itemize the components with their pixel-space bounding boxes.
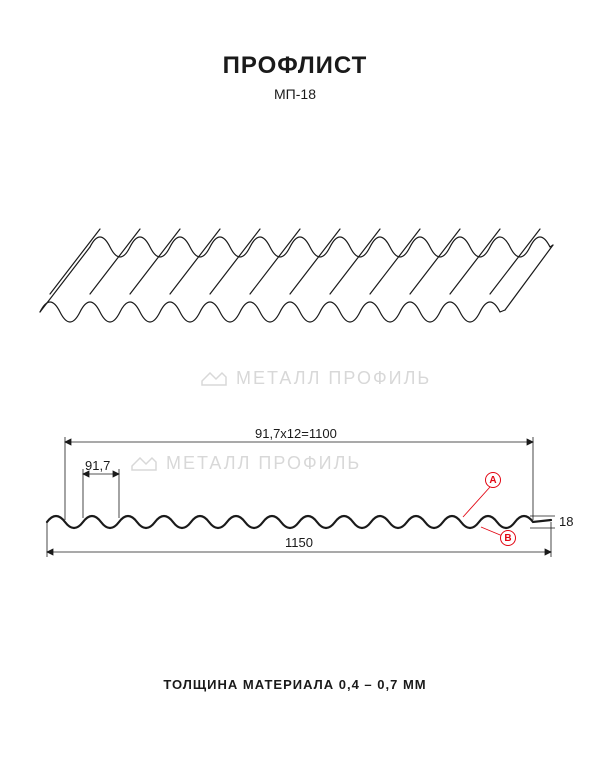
watermark-1: МЕТАЛЛ ПРОФИЛЬ [200, 367, 431, 389]
isometric-view [35, 192, 555, 372]
dim-pitch: 91,7 [85, 458, 110, 473]
model-subtitle: МП-18 [0, 86, 590, 102]
marker-a: A [485, 472, 501, 488]
page-title: ПРОФЛИСТ [0, 52, 590, 80]
watermark-label: МЕТАЛЛ ПРОФИЛЬ [236, 368, 431, 389]
dim-height: 18 [559, 514, 573, 529]
dim-top-formula: 91,7х12=1100 [255, 426, 337, 441]
logo-icon [200, 367, 228, 389]
footer-thickness: ТОЛЩИНА МАТЕРИАЛА 0,4 – 0,7 ММ [0, 677, 590, 692]
profile-section: 91,7х12=1100 91,7 1150 18 A B [35, 432, 555, 592]
marker-b: B [500, 530, 516, 546]
dim-overall: 1150 [285, 535, 313, 550]
